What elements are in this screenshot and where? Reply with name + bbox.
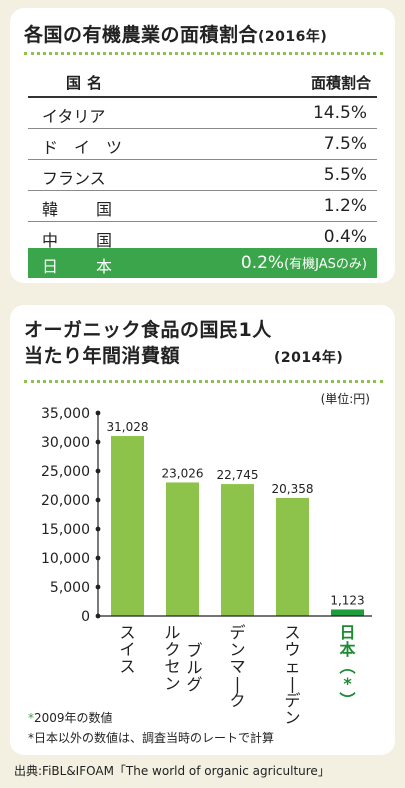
table-row: 韓国 1.2% <box>28 191 377 222</box>
y-tick-dot <box>95 497 101 503</box>
row-country: イタリア <box>42 107 106 126</box>
row-value: 0.2%(有機JASのみ) <box>241 253 367 273</box>
bar-value-label: 31,028 <box>107 420 149 434</box>
x-category-label: デンマ|ク <box>229 623 245 710</box>
bar <box>276 497 309 616</box>
bar <box>111 436 144 616</box>
bar-value-label: 1,123 <box>330 593 364 607</box>
row-country: 韓国 <box>42 200 151 219</box>
table-row: イタリア 14.5% <box>28 98 377 129</box>
row-country: ドイツ <box>42 138 139 157</box>
header-share: 面積割合 <box>310 74 371 92</box>
x-category-label: ルクセンブルグ <box>164 623 202 694</box>
y-tick-label: 20,000 <box>41 493 90 509</box>
y-tick-dot <box>95 439 101 445</box>
unit-label: (単位:円) <box>321 391 370 406</box>
x-category-label: 日本︵ * ︶ <box>339 623 355 710</box>
table-year: (2016年) <box>258 29 328 45</box>
x-category-label: スウェ|デン <box>284 623 300 727</box>
y-tick-dot <box>95 584 101 590</box>
footnote-1: *2009年の数値 <box>28 709 113 726</box>
chart-title: オーガニック食品の国民1人当たり年間消費額 (2014年) <box>24 317 343 371</box>
row-country: 日本 <box>42 257 151 276</box>
row-value: 7.5% <box>323 134 367 154</box>
row-value: 1.2% <box>323 196 367 216</box>
footnote-2: *日本以外の数値は、調査当時のレートで計算 <box>28 729 274 746</box>
header-country: 国名 <box>66 74 109 92</box>
y-tick-label: 5,000 <box>50 580 90 596</box>
table-title: 各国の有機農業の面積割合(2016年) <box>24 20 327 47</box>
chart-year: (2014年) <box>274 350 344 366</box>
y-tick-label: 35,000 <box>41 406 90 422</box>
y-tick-label: 10,000 <box>41 551 90 567</box>
table-row-highlight: 日本 0.2%(有機JASのみ) <box>28 248 377 278</box>
footnote-2-text: 日本以外の数値は、調査当時のレートで計算 <box>34 731 275 745</box>
row-country: 中国 <box>42 231 151 250</box>
row-value: 5.5% <box>323 165 367 185</box>
bar-value-label: 23,026 <box>162 466 204 480</box>
footnote-asterisk: * <box>28 711 34 725</box>
bar-value-label: 22,745 <box>217 468 259 482</box>
row-value: 14.5% <box>312 103 367 123</box>
footnote-asterisk-2: * <box>28 731 34 745</box>
source-credit: 出典:FiBL&IFOAM「The world of organic agric… <box>14 764 330 778</box>
table-header: 国名 面積割合 <box>28 68 377 98</box>
title-divider <box>24 52 383 55</box>
y-tick-dot <box>95 410 101 416</box>
table-row: ドイツ 7.5% <box>28 129 377 160</box>
chart-title-text: オーガニック食品の国民1人当たり年間消費額 <box>24 319 272 367</box>
y-tick-label: 25,000 <box>41 464 90 480</box>
table-title-text: 各国の有機農業の面積割合 <box>24 24 259 46</box>
table-row: フランス 5.5% <box>28 160 377 191</box>
area-share-card: 各国の有機農業の面積割合(2016年) 国名 面積割合 イタリア 14.5% ド… <box>10 8 395 283</box>
bar-chart: (単位:円) 35,000 30,000 25,000 20,000 15,000 10,0… <box>41 391 372 727</box>
chart-title-divider <box>24 380 383 383</box>
bar <box>331 609 364 616</box>
bar-value-label: 20,358 <box>272 482 314 496</box>
y-tick-label: 15,000 <box>41 522 90 538</box>
y-tick-label: 0 <box>81 609 90 625</box>
consumption-card: オーガニック食品の国民1人当たり年間消費額 (2014年) (単位:円) 35,00… <box>10 305 395 755</box>
x-category-label: スイス <box>119 623 135 676</box>
row-value: 0.4% <box>323 227 367 247</box>
footnote-1-text: 2009年の数値 <box>34 711 113 725</box>
y-tick-dot <box>95 526 101 532</box>
y-tick-dot <box>95 555 101 561</box>
y-tick-dot <box>95 468 101 474</box>
row-country: フランス <box>42 169 106 188</box>
y-tick-label: 30,000 <box>41 435 90 451</box>
bar <box>166 482 199 616</box>
bar <box>221 484 254 616</box>
highlight-note: (有機JASのみ) <box>284 257 367 272</box>
highlight-value: 0.2% <box>240 253 285 273</box>
